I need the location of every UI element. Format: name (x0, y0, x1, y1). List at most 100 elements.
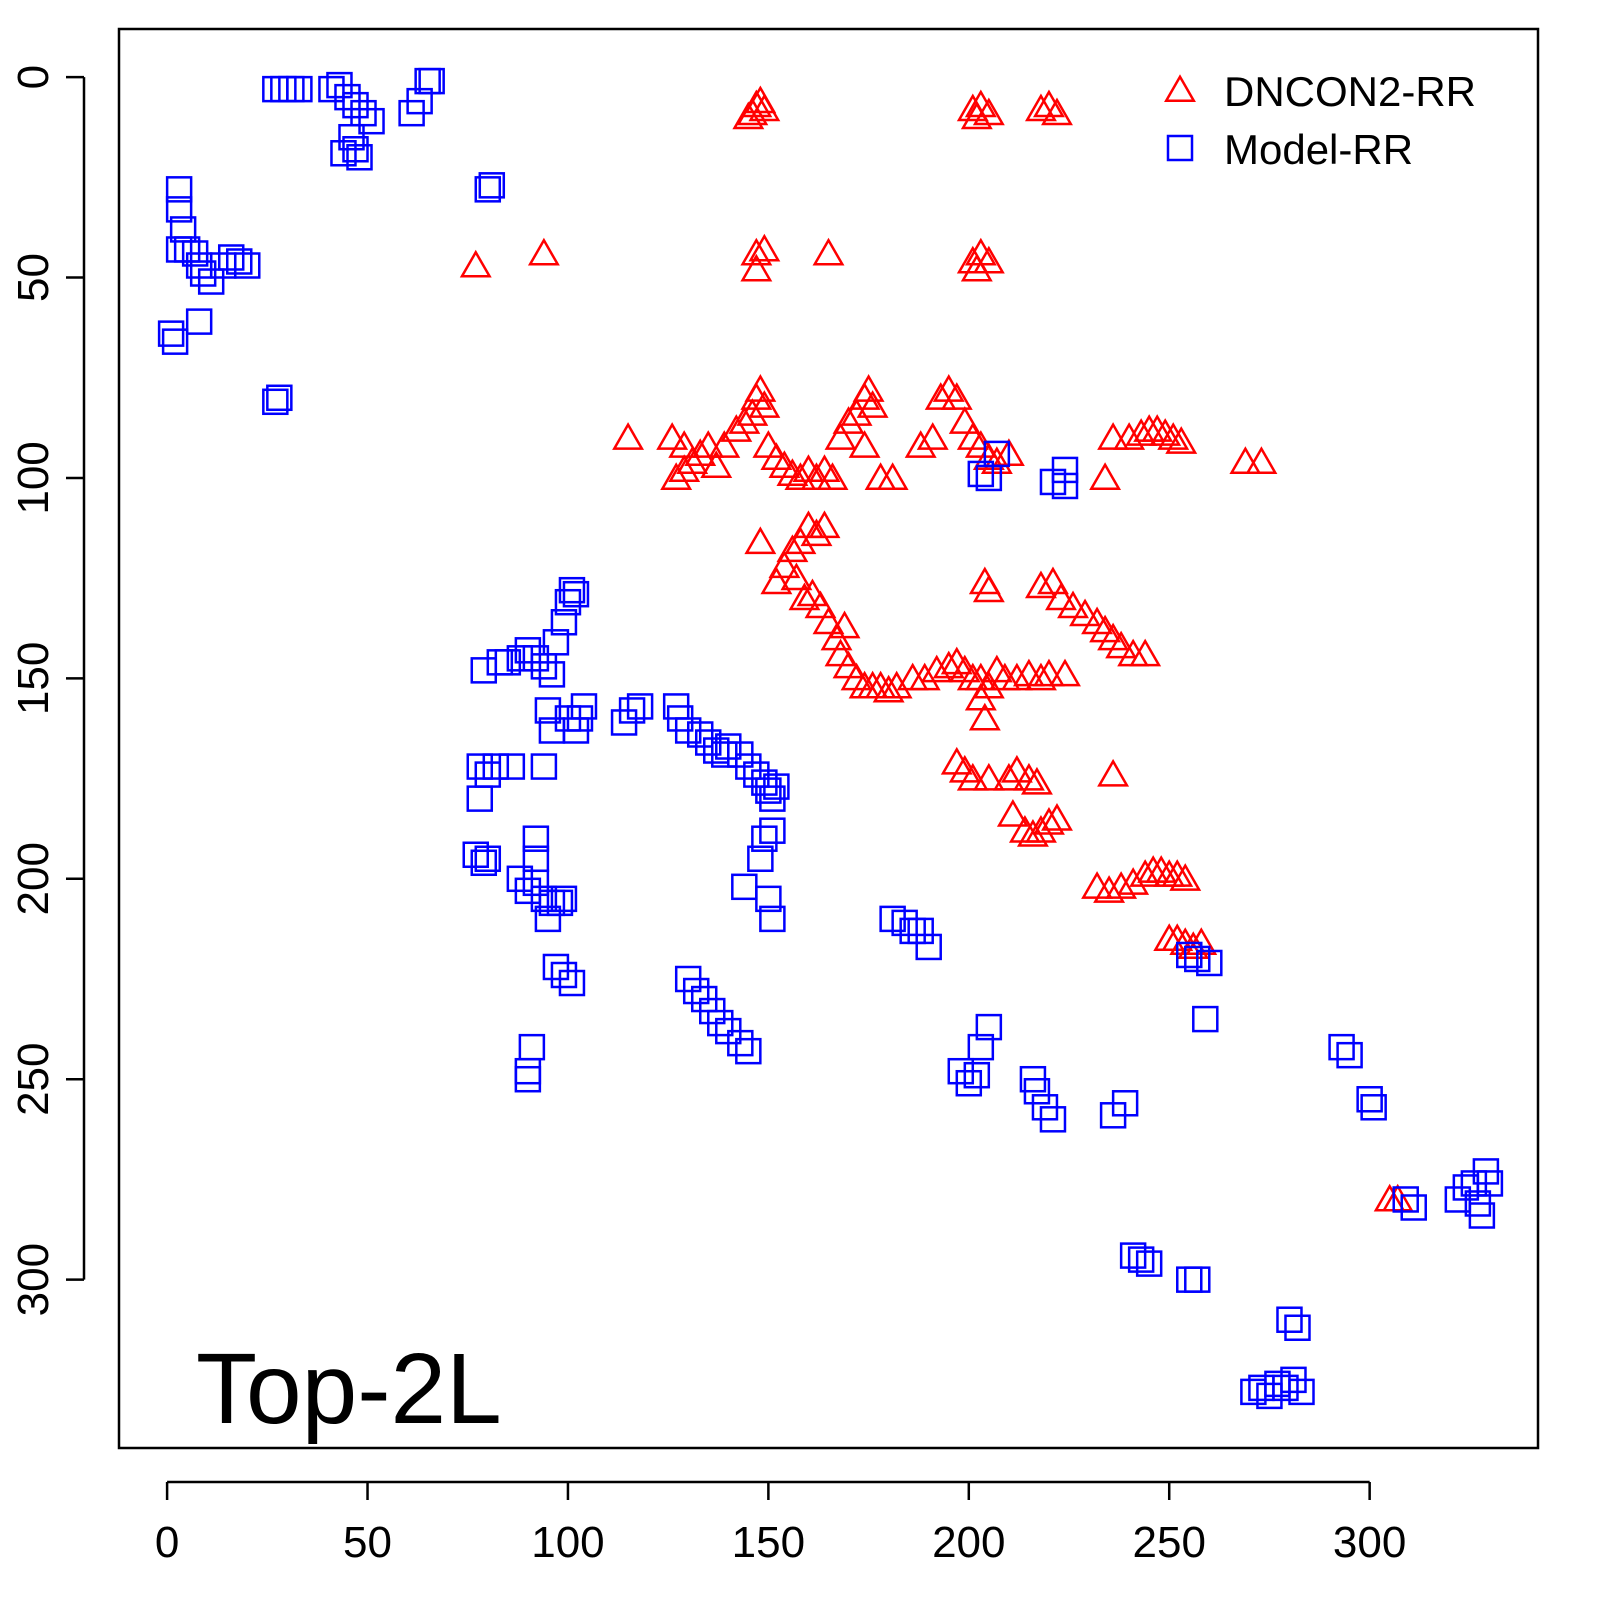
square-point (891, 909, 918, 937)
triangle-point (1012, 762, 1045, 791)
square-point (1336, 1041, 1363, 1069)
triangle-point (960, 253, 993, 282)
triangle-point (1008, 814, 1041, 843)
triangle-point (736, 398, 769, 426)
square-point (474, 845, 502, 873)
square-point (727, 1029, 754, 1057)
square-point (955, 1069, 983, 1097)
x-tick-label: 50 (343, 1518, 392, 1567)
square-point (530, 653, 558, 680)
triangle-point (1049, 658, 1081, 687)
triangle-point (940, 382, 973, 410)
square-point (470, 849, 498, 877)
square-point (755, 885, 782, 913)
y-tick-label: 0 (9, 65, 58, 89)
triangle-point (876, 462, 909, 490)
square-point (474, 176, 502, 203)
triangle-point (856, 390, 889, 418)
triangle-point (784, 526, 817, 555)
triangle-point (932, 650, 965, 679)
series-model-rr (157, 67, 1504, 1410)
square-point (975, 1013, 1003, 1041)
triangle-point (804, 590, 837, 619)
square-point (518, 1033, 546, 1061)
square-point (270, 75, 297, 103)
square-point (189, 260, 217, 287)
triangle-point (788, 582, 821, 611)
triangle-point (816, 462, 849, 490)
square-point (682, 977, 710, 1005)
y-tick-label: 200 (9, 842, 58, 915)
triangle-point (744, 85, 777, 114)
square-point (1051, 472, 1079, 500)
square-point (1039, 1106, 1067, 1133)
triangle-point (1024, 93, 1057, 122)
triangle-point (848, 430, 881, 458)
square-point (286, 75, 313, 103)
square-point (358, 107, 385, 135)
square-point (1184, 1266, 1211, 1293)
triangle-point (824, 422, 857, 450)
square-point (318, 75, 345, 103)
triangle-point (692, 430, 725, 458)
triangle-point (1069, 598, 1102, 627)
legend-label: Model-RR (1224, 126, 1413, 173)
square-point (967, 1033, 995, 1061)
x-tick-label: 200 (932, 1518, 1005, 1567)
y-tick-label: 300 (9, 1243, 58, 1316)
square-point (1284, 1314, 1311, 1341)
square-point (707, 1009, 734, 1037)
triangle-point (1041, 802, 1073, 831)
square-point (514, 637, 542, 664)
square-point (983, 440, 1011, 468)
y-tick-label: 150 (9, 642, 58, 715)
y-axis: 0 50 100 150 200 250 300 (9, 65, 86, 1316)
triangle-point (740, 237, 773, 266)
square-point (530, 885, 558, 913)
square-point (1272, 1374, 1299, 1402)
triangle-point (660, 462, 693, 490)
triangle-point (964, 682, 997, 711)
square-point (735, 1037, 762, 1065)
square-point (562, 580, 590, 608)
triangle-point (1024, 662, 1057, 691)
square-point (262, 388, 289, 416)
square-point (262, 75, 289, 103)
triangle-point (968, 702, 1001, 731)
square-point (759, 817, 786, 844)
triangle-point (832, 406, 865, 434)
triangle-point (784, 462, 817, 490)
triangle-point (1141, 414, 1174, 442)
series-dncon2-rr (459, 85, 1414, 1212)
triangle-point (612, 422, 645, 450)
triangle-point (748, 233, 781, 262)
triangle-point (996, 798, 1029, 827)
x-tick-label: 150 (732, 1518, 805, 1567)
square-point (466, 753, 494, 780)
triangle-point (1229, 446, 1262, 474)
square-point (157, 320, 185, 347)
square-point (686, 721, 714, 748)
x-tick-label: 250 (1133, 1518, 1206, 1567)
plot-frame (117, 27, 1540, 1450)
triangle-point (1245, 446, 1278, 474)
triangle-point (1041, 97, 1073, 126)
triangle-point (752, 430, 785, 458)
triangle-point (948, 406, 981, 434)
square-point (1023, 1077, 1051, 1105)
y-tick-label: 250 (9, 1043, 58, 1116)
triangle-point (808, 510, 841, 539)
triangle-point (1129, 638, 1162, 667)
square-point (538, 661, 566, 688)
legend-triangle-marker (1164, 74, 1196, 103)
y-tick-label: 100 (9, 441, 58, 514)
triangle-point (459, 249, 492, 278)
square-point (618, 697, 646, 724)
legend: DNCON2-RR Model-RR (1164, 68, 1476, 173)
square-point (534, 905, 562, 933)
square-point (522, 845, 550, 873)
square-point (1360, 1094, 1387, 1121)
square-point (1328, 1033, 1355, 1061)
square-point (1192, 1005, 1219, 1033)
